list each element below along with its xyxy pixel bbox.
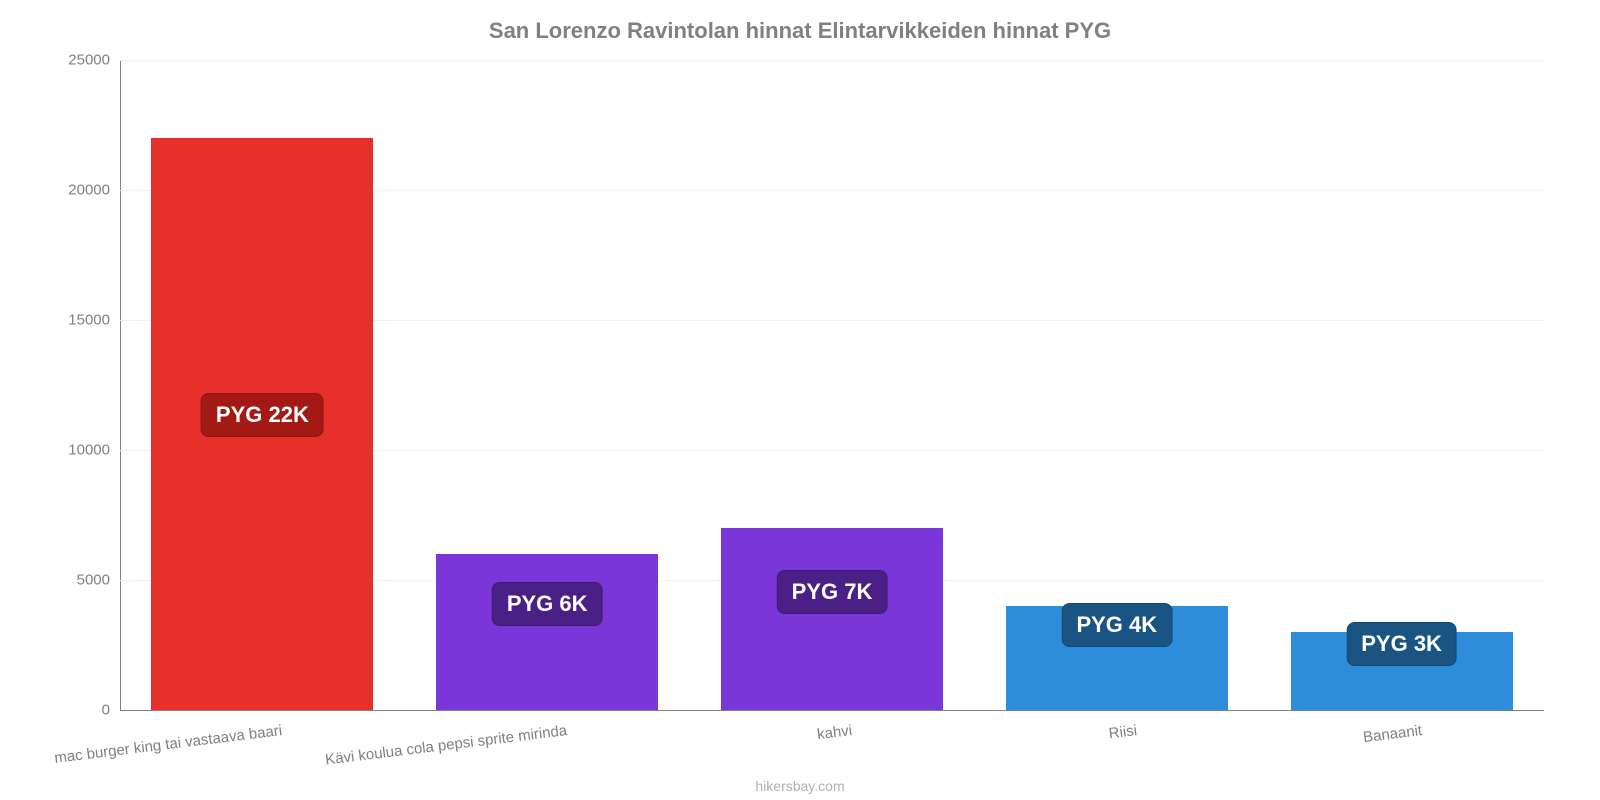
value-badge: PYG 6K <box>492 582 603 626</box>
value-badge: PYG 3K <box>1346 622 1457 666</box>
x-tick-label: kahvi <box>533 722 853 778</box>
y-tick-label: 10000 <box>68 442 110 459</box>
y-tick-label: 15000 <box>68 312 110 329</box>
value-badge: PYG 7K <box>777 570 888 614</box>
x-tick-label: Riisi <box>818 722 1138 778</box>
y-tick-label: 25000 <box>68 52 110 69</box>
x-axis-baseline <box>120 710 1544 711</box>
x-tick-label: Kävi koulua cola pepsi sprite mirinda <box>249 722 569 778</box>
y-tick-label: 5000 <box>77 572 110 589</box>
value-badge: PYG 22K <box>201 393 324 437</box>
chart-container: San Lorenzo Ravintolan hinnat Elintarvik… <box>0 0 1600 800</box>
y-tick-label: 20000 <box>68 182 110 199</box>
plot-area: 0500010000150002000025000PYG 22Kmac burg… <box>120 60 1544 710</box>
y-tick-label: 0 <box>102 702 110 719</box>
gridline <box>120 60 1544 61</box>
y-axis <box>120 60 121 710</box>
bar <box>721 528 943 710</box>
x-tick-label: Banaanit <box>1103 722 1423 778</box>
value-badge: PYG 4K <box>1061 603 1172 647</box>
chart-title: San Lorenzo Ravintolan hinnat Elintarvik… <box>0 18 1600 44</box>
attribution: hikersbay.com <box>0 778 1600 794</box>
x-tick-label: mac burger king tai vastaava baari <box>0 722 283 778</box>
bar <box>436 554 658 710</box>
